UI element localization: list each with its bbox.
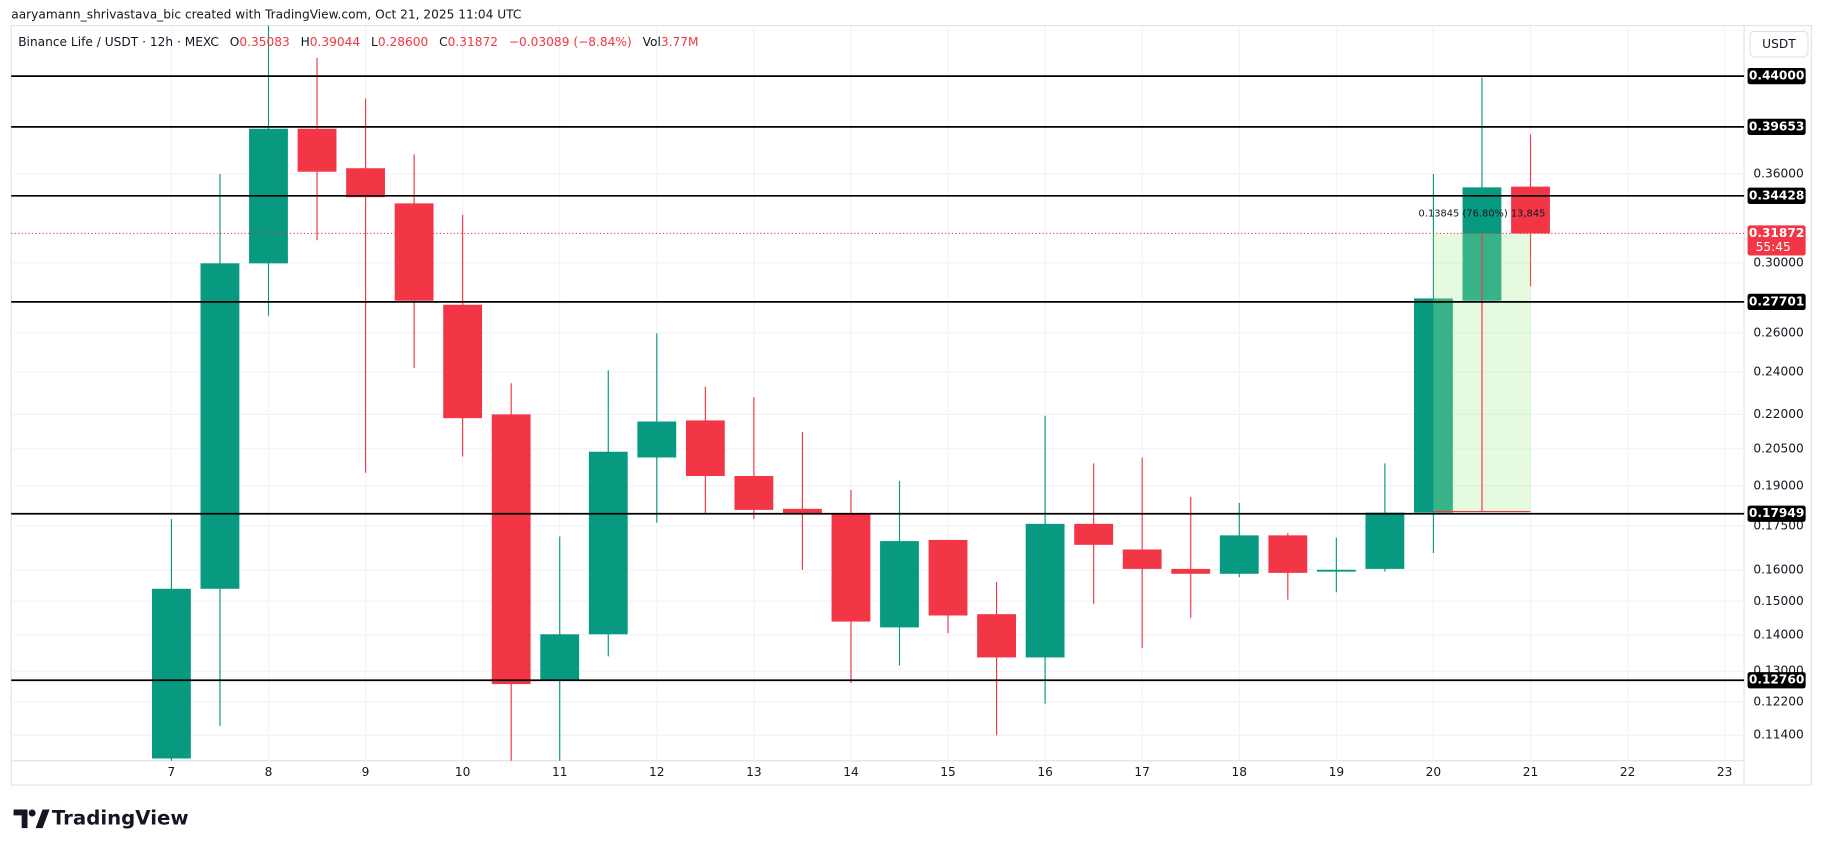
candle-body <box>1365 512 1405 569</box>
last-price-label: 0.31872 <box>1749 226 1805 240</box>
candle-body <box>880 541 919 628</box>
x-tick-label: 10 <box>455 765 471 779</box>
plot: 0.13845 (76.80%) 13,845 <box>151 25 1550 761</box>
legend-value: 0.28600 <box>378 34 428 48</box>
legend-key: Vol <box>643 34 661 48</box>
level-label-box <box>1747 67 1806 85</box>
countdown: 55:45 <box>1756 240 1791 254</box>
candle-body <box>394 203 434 301</box>
candle-body <box>831 513 871 622</box>
x-tick-label: 8 <box>265 765 273 779</box>
level-label-box <box>1747 505 1806 522</box>
y-tick-label: 0.20500 <box>1753 441 1803 455</box>
x-tick-label: 14 <box>843 765 859 779</box>
x-tick-label: 15 <box>940 765 956 779</box>
y-tick-label: 0.17500 <box>1753 519 1803 533</box>
candle-body <box>297 128 337 172</box>
legend-key: L <box>371 34 378 48</box>
x-tick-label: 7 <box>168 765 176 779</box>
legend-value: 0.39044 <box>310 34 361 48</box>
level-label: 0.27701 <box>1749 294 1805 308</box>
x-tick-label: 12 <box>649 765 665 779</box>
candle-body <box>928 539 968 616</box>
x-tick-label: 22 <box>1620 765 1636 779</box>
candle-body <box>783 508 822 514</box>
candle-body <box>734 476 774 510</box>
axes: 7 8 9 10 11 12 13 14 15 16 17 18 19 20 21 22 23 0.36000 0.… <box>11 67 1806 779</box>
level-label-box <box>1747 672 1806 689</box>
last-price-box <box>1747 225 1806 256</box>
header: aaryamann_shrivastava_bic created with T… <box>11 8 521 22</box>
candle-body <box>1074 523 1114 545</box>
candle-body <box>491 414 531 685</box>
level-label: 0.17949 <box>1749 506 1805 520</box>
candle-body <box>346 168 385 198</box>
candle-body <box>1025 523 1065 658</box>
measure-label: 0.13845 (76.80%) 13,845 <box>1419 209 1546 220</box>
legend-value: −0.03089 (−8.84%) <box>509 34 632 48</box>
candle-body <box>1316 569 1356 572</box>
legend-value: 0.35083 <box>239 34 289 48</box>
y-tick-label: 0.30000 <box>1753 256 1803 270</box>
candle-body <box>1219 535 1259 574</box>
frame <box>10 24 1813 786</box>
legend: Binance Life / USDT · 12h · MEXC O0.3508… <box>18 34 698 48</box>
level-label: 0.44000 <box>1749 69 1805 83</box>
legend-key: O <box>230 34 240 48</box>
candle-body <box>685 420 725 477</box>
y-tick-label: 0.16000 <box>1753 562 1803 576</box>
y-tick-label: 0.26000 <box>1753 325 1803 339</box>
y-tick-label: 0.36000 <box>1753 167 1803 181</box>
x-tick-label: 9 <box>362 765 370 779</box>
x-tick-label: 23 <box>1717 765 1733 779</box>
legend-symbol: Binance Life / USDT · 12h · MEXC <box>18 34 219 48</box>
legend-key: C <box>439 34 448 48</box>
candle-body <box>443 304 483 419</box>
candle-body <box>540 634 580 681</box>
candle-body <box>200 263 240 589</box>
y-tick-label: 0.19000 <box>1753 478 1803 492</box>
brand-logo <box>13 809 50 829</box>
candle-body <box>1511 186 1550 234</box>
y-tick-label: 0.14000 <box>1753 627 1803 641</box>
y-tick-label: 0.12200 <box>1753 695 1803 709</box>
currency-label[interactable]: USDT <box>1762 37 1796 51</box>
level-label-box <box>1747 293 1806 311</box>
y-tick-label: 0.11400 <box>1753 728 1803 742</box>
y-tick-label: 0.22000 <box>1753 407 1803 421</box>
x-tick-label: 11 <box>552 765 568 779</box>
level-label: 0.12760 <box>1749 673 1805 687</box>
candle-body <box>1171 568 1211 574</box>
x-tick-label: 13 <box>746 765 762 779</box>
x-tick-label: 18 <box>1232 765 1248 779</box>
level-label-box <box>1747 187 1806 204</box>
currency-button[interactable] <box>1749 30 1809 58</box>
level-label: 0.34428 <box>1749 188 1805 202</box>
brand-name: TradingView <box>52 806 189 829</box>
candle-body <box>977 614 1016 658</box>
candle-body <box>588 451 628 635</box>
candle-body <box>637 421 677 458</box>
legend-value: 3.77M <box>661 34 699 48</box>
x-tick-label: 20 <box>1426 765 1442 779</box>
candle-body <box>151 588 191 759</box>
candle-body <box>1268 535 1308 573</box>
level-label-box <box>1747 118 1806 135</box>
x-tick-label: 21 <box>1523 765 1539 779</box>
level-label: 0.39653 <box>1749 119 1805 133</box>
legend-value: 0.31872 <box>448 34 498 48</box>
y-tick-label: 0.24000 <box>1753 364 1803 378</box>
x-tick-label: 16 <box>1037 765 1053 779</box>
y-tick-label: 0.15000 <box>1753 594 1803 608</box>
x-tick-label: 17 <box>1134 765 1150 779</box>
candle-body <box>1414 298 1453 513</box>
x-tick-label: 19 <box>1329 765 1345 779</box>
legend-key: H <box>301 34 310 48</box>
candle-body <box>1122 549 1162 569</box>
